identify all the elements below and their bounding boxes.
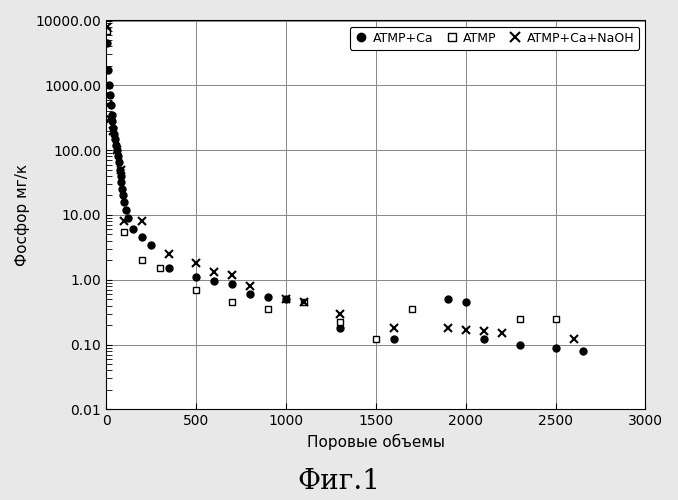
ATMP+Ca+NaOH	[165, 251, 173, 257]
ATMP+Ca	[115, 166, 123, 172]
ATMP+Ca	[462, 300, 470, 306]
ATMP+Ca	[105, 82, 113, 88]
ATMP+Ca	[103, 40, 111, 46]
ATMP+Ca+NaOH	[246, 283, 254, 289]
ATMP+Ca+NaOH	[113, 147, 121, 153]
Y-axis label: Фосфор мг/к: Фосфор мг/к	[15, 164, 30, 266]
ATMP+Ca+NaOH	[117, 166, 125, 172]
ATMP	[336, 320, 344, 326]
ATMP+Ca+NaOH	[390, 325, 398, 331]
ATMP	[407, 306, 416, 312]
ATMP+Ca+NaOH	[300, 300, 308, 306]
ATMP+Ca	[111, 136, 119, 141]
ATMP+Ca	[390, 336, 398, 342]
ATMP+Ca+NaOH	[103, 24, 111, 30]
ATMP+Ca	[108, 112, 116, 118]
ATMP	[300, 300, 308, 306]
ATMP+Ca+NaOH	[570, 336, 578, 342]
ATMP+Ca	[120, 198, 128, 204]
Line: ATMP+Ca: ATMP+Ca	[104, 40, 586, 354]
ATMP+Ca	[111, 130, 119, 136]
X-axis label: Поровые объемы: Поровые объемы	[307, 434, 445, 450]
ATMP+Ca	[147, 242, 155, 248]
ATMP+Ca	[578, 348, 586, 354]
ATMP	[138, 258, 146, 264]
ATMP+Ca	[114, 154, 122, 160]
ATMP+Ca	[123, 215, 132, 221]
Line: ATMP+Ca+NaOH: ATMP+Ca+NaOH	[103, 22, 578, 344]
ATMP+Ca+NaOH	[120, 218, 128, 224]
ATMP+Ca+NaOH	[228, 272, 236, 278]
ATMP+Ca	[113, 147, 121, 153]
ATMP+Ca+NaOH	[443, 325, 452, 331]
ATMP+Ca+NaOH	[104, 102, 112, 108]
Text: Фиг.1: Фиг.1	[298, 468, 380, 495]
ATMP+Ca	[104, 68, 112, 73]
ATMP+Ca	[246, 291, 254, 297]
ATMP+Ca	[165, 266, 173, 272]
ATMP+Ca	[515, 342, 523, 347]
ATMP+Ca	[117, 173, 125, 179]
ATMP+Ca	[122, 207, 130, 213]
ATMP+Ca+NaOH	[106, 116, 114, 122]
ATMP+Ca	[112, 142, 120, 148]
ATMP+Ca	[210, 278, 218, 284]
Line: ATMP: ATMP	[104, 27, 559, 343]
ATMP+Ca+NaOH	[192, 260, 200, 266]
ATMP+Ca	[336, 325, 344, 331]
ATMP	[515, 316, 523, 322]
ATMP	[372, 336, 380, 342]
ATMP+Ca	[129, 226, 137, 232]
ATMP+Ca	[264, 294, 272, 300]
ATMP+Ca+NaOH	[479, 328, 487, 334]
ATMP+Ca	[228, 282, 236, 288]
ATMP+Ca+NaOH	[462, 326, 470, 332]
ATMP+Ca	[115, 160, 123, 166]
ATMP+Ca	[192, 274, 200, 280]
ATMP+Ca	[479, 336, 487, 342]
ATMP+Ca+NaOH	[109, 128, 117, 134]
ATMP+Ca	[118, 186, 126, 192]
ATMP+Ca	[109, 125, 117, 131]
ATMP+Ca+NaOH	[282, 296, 290, 302]
ATMP+Ca	[443, 296, 452, 302]
ATMP+Ca	[117, 179, 125, 185]
ATMP	[228, 300, 236, 306]
ATMP+Ca	[282, 296, 290, 302]
ATMP+Ca	[138, 234, 146, 240]
ATMP	[264, 306, 272, 312]
ATMP+Ca	[119, 192, 127, 198]
ATMP+Ca+NaOH	[336, 310, 344, 316]
ATMP+Ca	[106, 92, 114, 98]
ATMP+Ca	[551, 344, 559, 350]
ATMP	[551, 316, 559, 322]
ATMP	[120, 229, 128, 235]
ATMP	[103, 28, 111, 34]
ATMP+Ca+NaOH	[138, 218, 146, 224]
Legend: ATMP+Ca, ATMP, ATMP+Ca+NaOH: ATMP+Ca, ATMP, ATMP+Ca+NaOH	[350, 26, 639, 50]
ATMP+Ca	[108, 118, 117, 124]
ATMP+Ca+NaOH	[210, 270, 218, 276]
ATMP+Ca+NaOH	[498, 330, 506, 336]
ATMP	[156, 266, 164, 272]
ATMP+Ca	[106, 102, 115, 108]
ATMP	[192, 287, 200, 293]
